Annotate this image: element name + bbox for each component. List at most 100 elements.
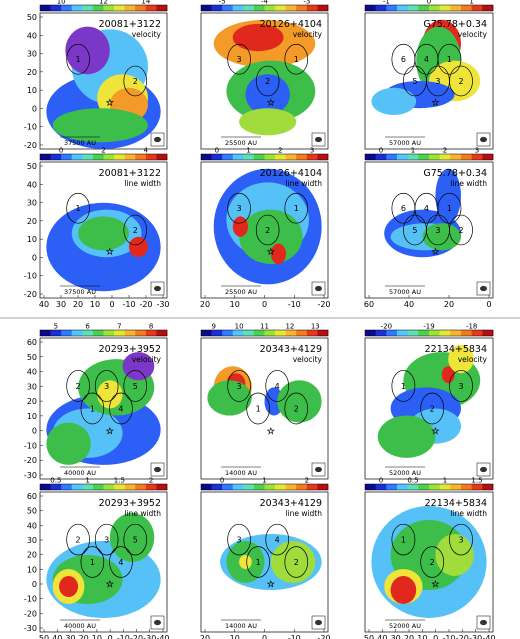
colorbar-segment	[222, 484, 234, 490]
y-tick-label: 10	[27, 565, 37, 574]
source-name: 20081+3122	[99, 168, 161, 179]
beam-ellipse	[315, 285, 322, 292]
colorbar-segment	[243, 5, 255, 11]
source-name: G75.78+0.34	[423, 19, 487, 30]
core-contour	[227, 192, 251, 224]
emission-region	[97, 380, 123, 409]
core-label: 5	[133, 382, 138, 391]
y-tick-label: -20	[24, 456, 37, 465]
colorbar-segment	[145, 330, 157, 336]
colorbar-segment	[135, 484, 147, 490]
colorbar-tick-label: 2	[278, 147, 282, 155]
x-tick-label: 10	[417, 634, 427, 639]
colorbar-segment	[124, 5, 136, 11]
core-label: 2	[294, 558, 299, 567]
y-tick-label: -10	[24, 272, 37, 281]
core-contour	[94, 370, 119, 402]
core-contour	[437, 192, 462, 224]
colorbar-segment	[211, 330, 223, 336]
colorbar-segment	[306, 5, 318, 11]
emission-region	[128, 236, 148, 258]
source-name: G75.78+0.34	[423, 168, 487, 179]
colorbar-segment	[482, 484, 494, 490]
colorbar-segment	[461, 5, 472, 11]
emission-map	[213, 168, 322, 285]
core-contour	[284, 192, 309, 224]
x-tick-label: -30	[156, 300, 169, 309]
scale-label: 25500 AU	[225, 139, 257, 147]
y-tick-label: -30	[24, 624, 37, 633]
colorbar-segment	[61, 5, 73, 11]
map-type: velocity	[293, 30, 323, 39]
source-name: 22134+5834	[425, 344, 487, 355]
colorbar-segment	[264, 330, 276, 336]
colorbar-segment	[418, 154, 430, 160]
colorbar-segment	[253, 154, 265, 160]
core-contour	[449, 65, 473, 97]
colorbar-segment	[82, 484, 94, 490]
colorbar-tick-label: 4	[144, 147, 149, 155]
colorbar-segment	[365, 330, 376, 336]
colorbar-frame	[200, 153, 329, 161]
colorbar-segment	[317, 330, 329, 336]
x-tick-label: -20	[130, 634, 143, 639]
emission-region	[52, 108, 148, 143]
x-tick-label: 0	[262, 300, 267, 309]
core-contour	[80, 392, 105, 425]
colorbar-tick-label: 10	[57, 0, 66, 6]
colorbar-segment	[386, 330, 398, 336]
colorbar-tick-label: 1	[443, 477, 447, 485]
x-tick-label: 0	[262, 634, 267, 639]
colorbar-segment	[306, 330, 318, 336]
colorbar-segment	[232, 154, 244, 160]
beam-ellipse	[315, 466, 322, 473]
y-tick-label: 30	[27, 382, 37, 391]
core-contour	[391, 523, 416, 556]
colorbar-segment	[375, 330, 387, 336]
x-tick-label: 40	[52, 634, 62, 639]
colorbar-frame	[39, 329, 168, 337]
core-label: 1	[76, 55, 81, 64]
star-icon: ☆	[267, 427, 275, 437]
colorbar-tick-label: 1	[85, 477, 89, 485]
colorbar-segment	[145, 5, 157, 11]
colorbar-segment	[114, 5, 125, 11]
beam-ellipse	[154, 619, 161, 626]
core-contour	[391, 370, 416, 402]
colorbar-segment	[264, 154, 276, 160]
emission-region	[122, 352, 155, 381]
x-tick-label: -30	[469, 634, 482, 639]
emission-region	[270, 243, 287, 264]
colorbar-segment	[40, 330, 51, 336]
colorbar-frame	[364, 329, 494, 337]
colorbar-segment	[471, 484, 483, 490]
star-icon: ☆	[267, 98, 275, 108]
y-tick-label: 0	[32, 427, 37, 436]
x-tick-label: -10	[442, 634, 455, 639]
y-tick-label: 0	[32, 104, 37, 113]
emission-map	[213, 19, 316, 136]
core-contour	[227, 370, 251, 402]
colorbar-tick-label: 1	[246, 147, 250, 155]
colorbar-segment	[40, 484, 51, 490]
colorbar-tick-label: 7	[117, 323, 121, 331]
core-contour	[123, 370, 148, 402]
colorbar-segment	[50, 330, 62, 336]
x-tick-label: 50	[364, 634, 374, 639]
star-icon: ☆	[106, 580, 114, 590]
core-label: 2	[430, 405, 435, 414]
colorbar-tick-label: -4	[261, 0, 269, 6]
map-type: velocity	[132, 30, 162, 39]
x-tick-label: 0	[433, 634, 438, 639]
x-tick-label: 30	[391, 634, 401, 639]
colorbar-segment	[407, 154, 419, 160]
core-label: 1	[447, 55, 452, 64]
colorbar-segment	[61, 154, 73, 160]
x-tick-label: 10	[90, 300, 100, 309]
y-tick-label: 20	[27, 217, 37, 226]
colorbar-segment	[450, 484, 462, 490]
y-tick-label: 40	[27, 180, 37, 189]
core-contour	[449, 370, 473, 402]
colorbar-segment	[222, 330, 234, 336]
emission-region	[239, 209, 303, 264]
